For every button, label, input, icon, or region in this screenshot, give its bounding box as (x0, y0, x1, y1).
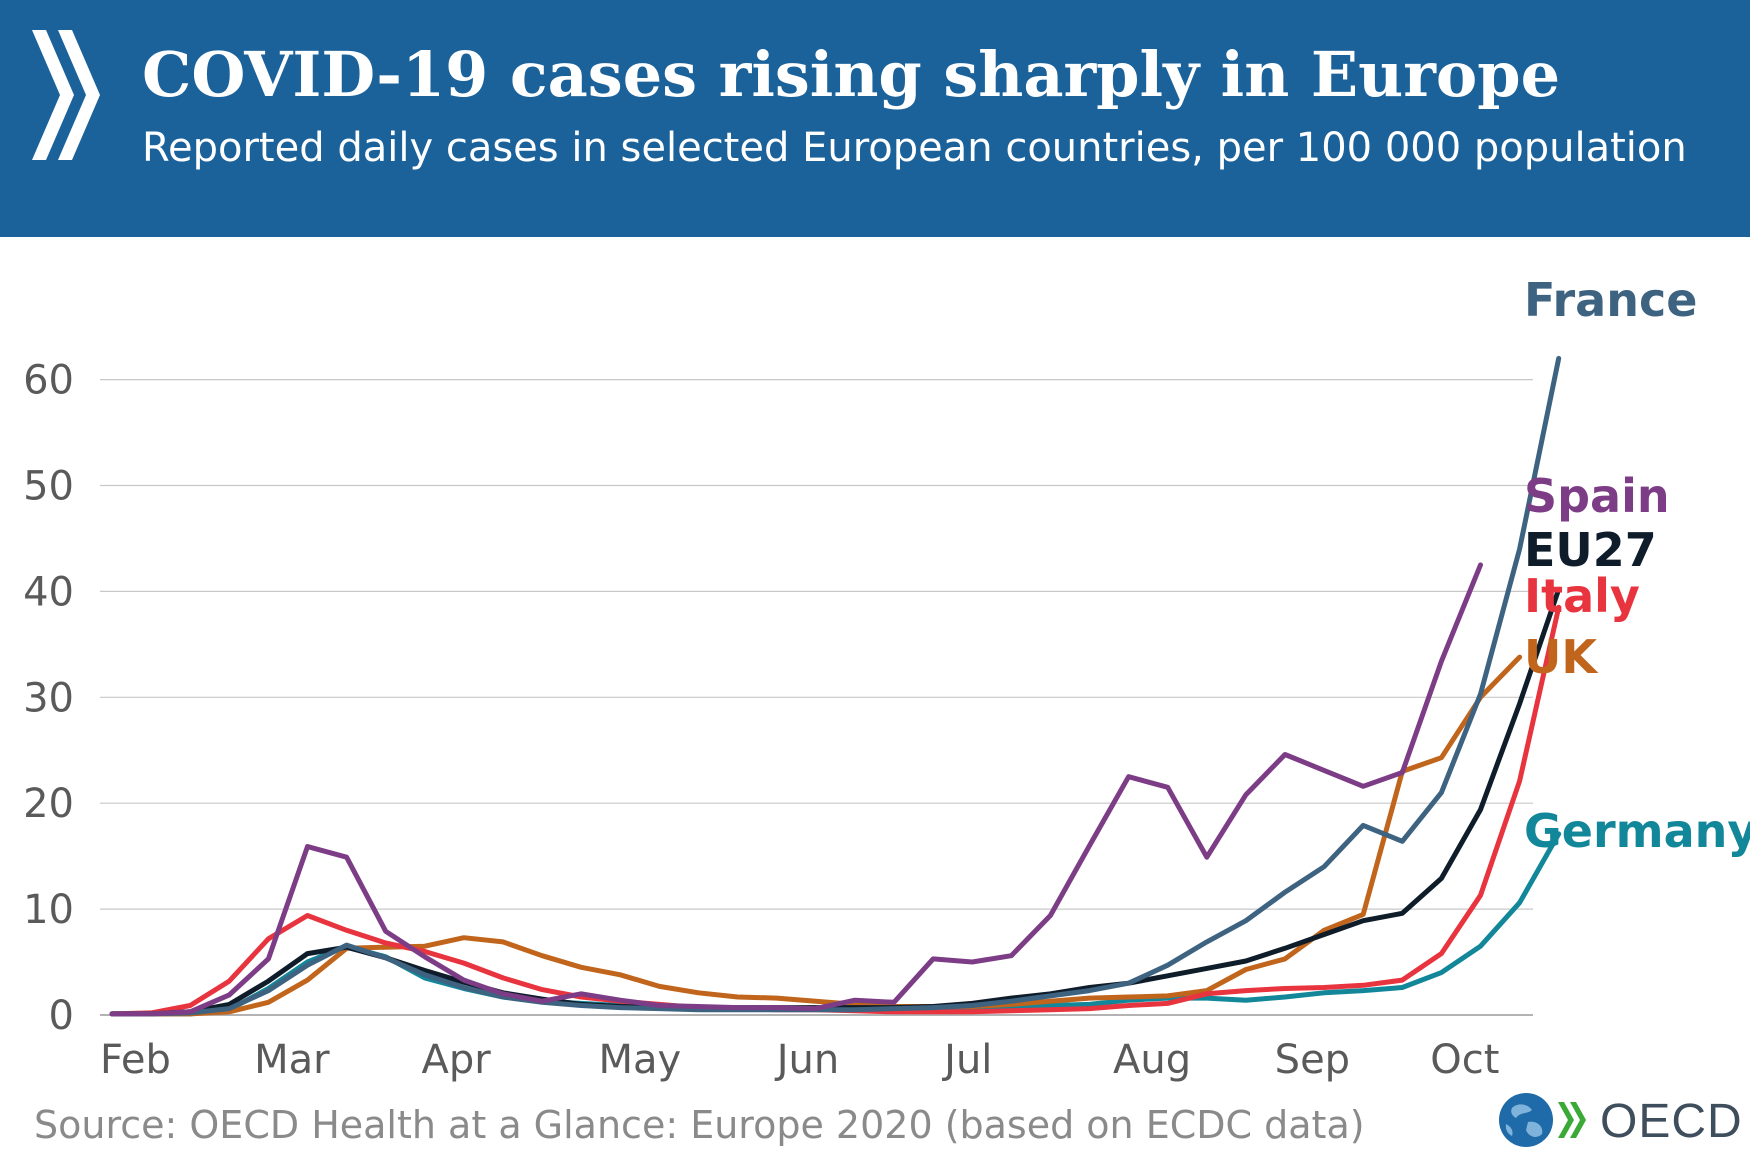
x-tick-label: Jun (774, 1037, 840, 1083)
x-tick-label: Jul (941, 1037, 992, 1083)
x-tick-label: Mar (254, 1037, 330, 1083)
globe-icon (1499, 1093, 1586, 1147)
x-tick-label: May (598, 1037, 681, 1083)
series-line-eu27 (109, 586, 1562, 1017)
y-tick-label: 50 (23, 464, 74, 510)
x-tick-label: Aug (1113, 1037, 1191, 1083)
y-tick-label: 10 (23, 887, 74, 933)
y-axis-ticks: 0 10 20 30 40 50 60 (23, 358, 74, 1039)
chart-subtitle: Reported daily cases in selected Europea… (142, 125, 1687, 171)
y-tick-label: 60 (23, 358, 74, 404)
header-banner: COVID-19 cases rising sharply in Europe … (0, 0, 1750, 237)
series-line-spain (109, 562, 1483, 1017)
oecd-logo: OECD (1498, 1090, 1742, 1150)
series-lines (109, 355, 1562, 1017)
line-chart: 0 10 20 30 40 50 60 Feb Mar Apr May Jun Jul Aug Sep Oc… (23, 273, 1750, 1083)
y-tick-label: 0 (49, 993, 74, 1039)
y-tick-label: 20 (23, 781, 74, 827)
series-label-italy: Italy (1524, 569, 1640, 623)
series-label-spain: Spain (1524, 469, 1670, 523)
x-tick-label: Oct (1430, 1037, 1499, 1083)
series-label-eu27: EU27 (1524, 523, 1657, 577)
y-tick-label: 40 (23, 569, 74, 615)
oecd-chevrons-icon (32, 30, 100, 160)
y-tick-label: 30 (23, 675, 74, 721)
series-line-uk (109, 654, 1523, 1017)
series-label-germany: Germany (1524, 804, 1750, 858)
x-axis-ticks: Feb Mar Apr May Jun Jul Aug Sep Oct (100, 1037, 1499, 1083)
oecd-logo-text: OECD (1600, 1095, 1743, 1148)
series-label-france: France (1524, 273, 1697, 327)
series-line-france (109, 355, 1562, 1017)
x-tick-label: Sep (1275, 1037, 1350, 1083)
x-tick-label: Feb (100, 1037, 171, 1083)
series-label-uk: UK (1524, 630, 1599, 684)
chart-title: COVID-19 cases rising sharply in Europe (142, 38, 1561, 111)
gridlines (100, 379, 1533, 1016)
source-note: Source: OECD Health at a Glance: Europe … (34, 1103, 1365, 1147)
x-tick-label: Apr (421, 1037, 491, 1083)
